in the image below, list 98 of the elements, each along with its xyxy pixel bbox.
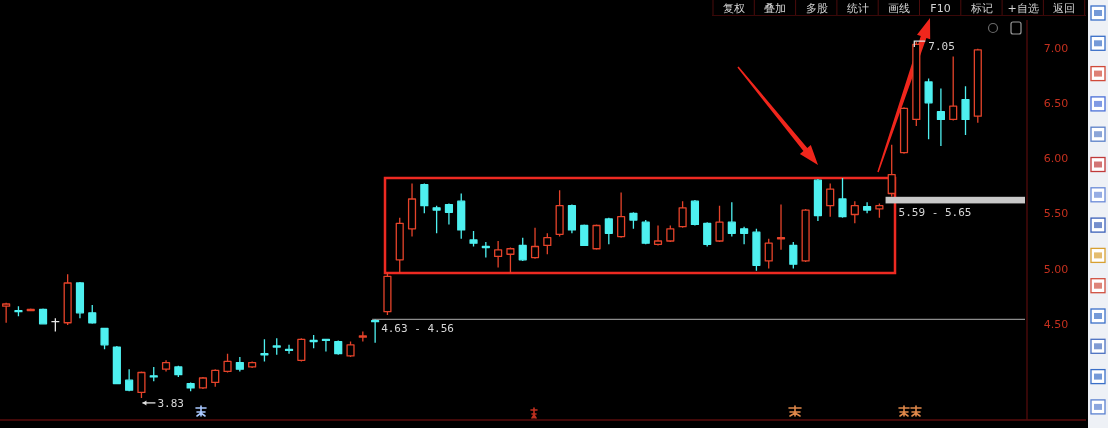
candlestick <box>420 182 429 215</box>
candlestick <box>211 368 220 388</box>
candlestick <box>752 228 761 272</box>
annotation: 4.63 - 4.56 <box>381 322 454 336</box>
candlestick <box>506 246 515 274</box>
text: 返回 <box>1053 1 1076 15</box>
candlestick <box>924 77 933 140</box>
candlestick <box>444 202 454 226</box>
candlestick <box>248 360 257 369</box>
candlestick <box>100 327 109 350</box>
candlestick <box>715 204 724 243</box>
candlestick <box>371 318 380 344</box>
candlestick <box>432 204 441 234</box>
y-tick-label: 5.00 <box>1043 262 1069 276</box>
y-tick-label: 7.00 <box>1043 41 1069 55</box>
candlestick <box>75 281 85 319</box>
candlestick <box>543 232 552 255</box>
candlestick <box>764 238 773 270</box>
candlestick <box>949 55 958 122</box>
candlestick <box>51 317 60 333</box>
candlestick <box>863 201 872 215</box>
candlestick <box>149 366 158 382</box>
candlestick <box>334 339 343 356</box>
candlestick <box>666 224 675 243</box>
candlestick <box>826 182 835 218</box>
candlestick <box>801 208 810 263</box>
candlestick <box>297 337 306 363</box>
candlestick <box>63 273 72 326</box>
y-tick-label: 4.50 <box>1043 317 1069 331</box>
band-label: 5.59 - 5.65 <box>898 206 972 220</box>
y-tick-label: 6.50 <box>1043 96 1069 110</box>
candlestick <box>641 219 650 245</box>
y-tick-label: 5.50 <box>1043 207 1069 221</box>
text: 画线 <box>888 1 911 15</box>
candlestick <box>604 217 613 245</box>
annotation: 3.83 <box>157 396 184 410</box>
candlestick <box>223 353 232 374</box>
text: 标记 <box>969 1 993 15</box>
candlestick <box>936 87 945 147</box>
candlestick <box>973 48 982 124</box>
text: 复权 <box>723 1 745 15</box>
candlestick <box>481 241 490 259</box>
candlestick <box>346 340 355 358</box>
candlestick <box>321 338 331 353</box>
candlestick <box>961 85 970 136</box>
text: +自选 <box>1007 1 1039 15</box>
candlestick <box>125 368 134 392</box>
candlestick <box>653 224 663 247</box>
candlestick <box>2 302 11 324</box>
candlestick <box>555 189 564 238</box>
candlestick <box>407 182 417 238</box>
candlestick <box>899 106 909 155</box>
candlestick <box>383 272 392 316</box>
candlestick <box>284 344 294 355</box>
candlestick <box>38 307 48 325</box>
candlestick <box>395 217 404 274</box>
candlestick <box>740 225 749 245</box>
candlestick <box>875 202 884 219</box>
candlestick <box>887 144 896 198</box>
text: 统计 <box>846 1 869 15</box>
annotation: 7.05 <box>928 40 955 54</box>
text: 多股 <box>805 1 828 15</box>
candlestick <box>580 223 589 247</box>
candlestick <box>14 305 23 317</box>
candlestick <box>850 200 859 224</box>
candlestick <box>518 237 527 262</box>
candlestick <box>457 192 466 240</box>
candlestick <box>272 337 281 356</box>
text: F10 <box>930 1 951 15</box>
candlestick <box>494 240 503 269</box>
candlestick <box>813 178 822 222</box>
candlestick <box>137 370 146 399</box>
candlestick <box>112 345 121 385</box>
candlestick <box>789 241 798 270</box>
candlestick <box>567 203 577 234</box>
candlestick <box>592 223 601 251</box>
candlestick <box>838 177 847 219</box>
candlestick <box>776 203 786 251</box>
candlestick <box>690 199 700 227</box>
candlestick <box>678 200 687 229</box>
candlestick <box>186 381 195 392</box>
candlestick <box>617 191 626 239</box>
candlestick <box>703 221 712 248</box>
candlestick <box>469 230 478 248</box>
candlestick <box>88 304 97 325</box>
candlestick <box>161 359 171 373</box>
candlestick <box>198 376 208 390</box>
text: 叠加 <box>764 1 787 15</box>
candlestick <box>912 41 921 127</box>
candlestick <box>260 338 269 363</box>
candlestick <box>530 227 540 260</box>
candlestick <box>629 211 638 230</box>
candlestick <box>235 356 244 373</box>
y-tick-label: 6.00 <box>1043 152 1069 166</box>
candlestick <box>358 330 367 343</box>
candlestick <box>309 334 318 349</box>
candlestick <box>727 201 736 238</box>
candlestick <box>174 365 183 378</box>
